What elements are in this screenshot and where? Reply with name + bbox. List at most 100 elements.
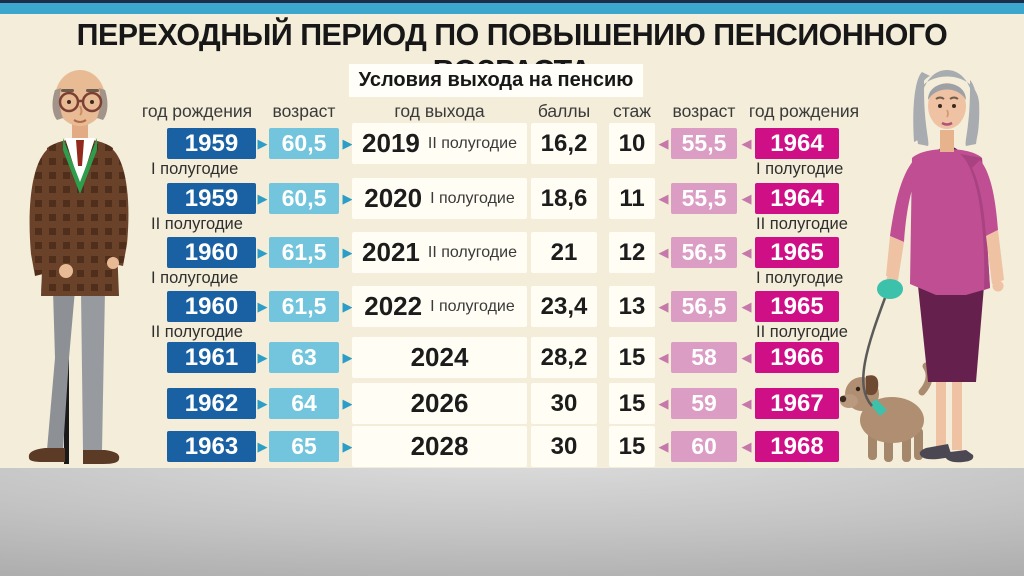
leash-handle <box>877 279 903 299</box>
column-header-women-birth-year: год рождения <box>748 100 860 121</box>
women-birth-year-box: 1964 <box>755 183 839 214</box>
top-navy-strip <box>0 0 1024 3</box>
points-cell: 30 <box>531 426 597 467</box>
exit-half-year-label: II полугодие <box>427 134 517 152</box>
men-age-box: 61,5 <box>269 237 339 268</box>
arrow-right-icon: ▶ <box>342 135 353 151</box>
arrow-right-icon: ▶ <box>342 244 353 260</box>
women-age-box: 60 <box>671 431 737 462</box>
exit-year-value: 2028 <box>410 431 469 461</box>
exit-half-year-label: I полугодие <box>430 297 515 315</box>
arrow-right-icon: ▶ <box>257 349 268 365</box>
arrow-right-icon: ▶ <box>342 349 353 365</box>
arrow-left-icon: ◀ <box>741 395 752 411</box>
women-age-box: 56,5 <box>671 291 737 322</box>
women-age-box: 55,5 <box>671 128 737 159</box>
women-birth-year-box: 1968 <box>755 431 839 462</box>
women-half-year-label: I полугодие <box>756 269 844 287</box>
women-half-year-label: II полугодие <box>756 215 848 233</box>
column-header-exit-year: год выхода <box>394 100 485 121</box>
service-cell: 12 <box>609 232 655 273</box>
men-birth-year-box: 1960 <box>167 291 256 322</box>
points-cell: 28,2 <box>531 337 597 378</box>
arrow-left-icon: ◀ <box>658 190 669 206</box>
women-half-year-label: II полугодие <box>756 323 848 341</box>
arrow-left-icon: ◀ <box>741 298 752 314</box>
men-birth-year-box: 1963 <box>167 431 256 462</box>
men-birth-year-box: 1959 <box>167 183 256 214</box>
women-age-box: 59 <box>671 388 737 419</box>
service-cell: 15 <box>609 337 655 378</box>
exit-year-cell: 2021 II полугодие <box>352 232 527 273</box>
points-cell: 23,4 <box>531 286 597 327</box>
men-age-box: 64 <box>269 388 339 419</box>
men-age-box: 61,5 <box>269 291 339 322</box>
arrow-right-icon: ▶ <box>257 298 268 314</box>
arrow-left-icon: ◀ <box>741 438 752 454</box>
top-accent-bar <box>0 3 1024 14</box>
column-header-service: стаж <box>612 100 651 121</box>
arrow-right-icon: ▶ <box>257 438 268 454</box>
men-birth-year-box: 1960 <box>167 237 256 268</box>
arrow-left-icon: ◀ <box>658 438 669 454</box>
arrow-right-icon: ▶ <box>342 438 353 454</box>
gray-floor <box>0 468 1024 576</box>
exit-year-cell: 2026 <box>352 383 527 424</box>
women-birth-year-box: 1964 <box>755 128 839 159</box>
exit-year-cell: 2028 <box>352 426 527 467</box>
exit-year-value: 2019 <box>362 128 420 158</box>
woman-figure <box>877 70 1004 463</box>
men-age-box: 60,5 <box>269 128 339 159</box>
women-age-box: 56,5 <box>671 237 737 268</box>
men-birth-year-box: 1959 <box>167 128 256 159</box>
arrow-left-icon: ◀ <box>658 395 669 411</box>
men-age-box: 63 <box>269 342 339 373</box>
exit-year-cell: 2022 I полугодие <box>352 286 527 327</box>
column-header-men-age: возраст <box>272 100 336 121</box>
arrow-right-icon: ▶ <box>342 190 353 206</box>
exit-year-value: 2022 <box>364 291 423 321</box>
column-header-men-birth-year: год рождения <box>141 100 253 121</box>
arrow-right-icon: ▶ <box>342 395 353 411</box>
exit-half-year-label: II полугодие <box>427 243 517 261</box>
service-cell: 11 <box>609 178 655 219</box>
points-cell: 21 <box>531 232 597 273</box>
column-header-points: баллы <box>537 100 591 121</box>
exit-year-value: 2021 <box>362 237 420 267</box>
arrow-left-icon: ◀ <box>658 244 669 260</box>
elderly-woman-with-dog-illustration <box>840 70 1004 463</box>
men-half-year-label: II полугодие <box>151 215 243 233</box>
points-cell: 18,6 <box>531 178 597 219</box>
women-age-box: 55,5 <box>671 183 737 214</box>
dog-icon <box>840 362 933 462</box>
exit-half-year-label: I полугодие <box>430 189 515 207</box>
points-cell: 30 <box>531 383 597 424</box>
women-half-year-label: I полугодие <box>756 160 844 178</box>
arrow-right-icon: ▶ <box>257 135 268 151</box>
conditions-header: Условия выхода на пенсию <box>349 64 643 97</box>
exit-year-cell: 2020 I полугодие <box>352 178 527 219</box>
men-half-year-label: II полугодие <box>151 323 243 341</box>
women-birth-year-box: 1967 <box>755 388 839 419</box>
women-birth-year-box: 1966 <box>755 342 839 373</box>
men-birth-year-box: 1961 <box>167 342 256 373</box>
points-cell: 16,2 <box>531 123 597 164</box>
men-age-box: 60,5 <box>269 183 339 214</box>
men-age-box: 65 <box>269 431 339 462</box>
women-age-box: 58 <box>671 342 737 373</box>
arrow-right-icon: ▶ <box>342 298 353 314</box>
glasses-icon <box>58 91 103 113</box>
elderly-man-illustration <box>28 70 129 464</box>
arrow-right-icon: ▶ <box>257 190 268 206</box>
dog-leash <box>862 289 890 407</box>
arrow-right-icon: ▶ <box>257 244 268 260</box>
arrow-left-icon: ◀ <box>741 244 752 260</box>
arrow-left-icon: ◀ <box>658 298 669 314</box>
exit-year-value: 2026 <box>410 388 469 418</box>
men-birth-year-box: 1962 <box>167 388 256 419</box>
service-cell: 15 <box>609 426 655 467</box>
service-cell: 15 <box>609 383 655 424</box>
exit-year-value: 2020 <box>364 183 423 213</box>
